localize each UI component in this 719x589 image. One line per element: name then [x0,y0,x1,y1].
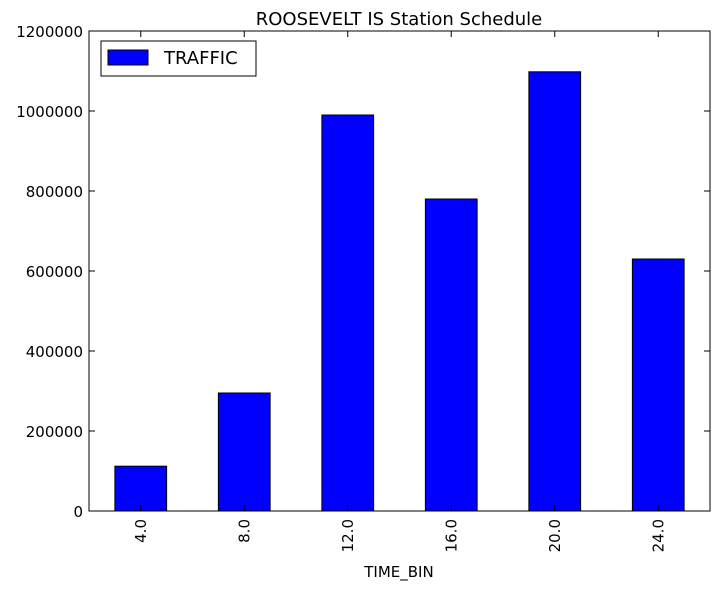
legend-label: TRAFFIC [163,48,238,69]
y-tick-label: 800000 [26,183,83,201]
bar-8.0 [217,392,271,512]
legend-swatch [107,49,149,66]
x-tick-label: 12.0 [339,519,357,552]
x-tick-label: 4.0 [132,519,150,543]
x-axis-label: TIME_BIN [363,563,433,582]
x-axis: 4.0 8.0 12.0 16.0 20.0 24.0 [132,31,667,552]
plot-frame [88,30,711,512]
bar-24.0 [631,258,685,512]
y-tick-label: 600000 [26,263,83,281]
legend: TRAFFIC [100,40,257,77]
x-tick-label: 24.0 [649,519,667,552]
chart-title: ROOSEVELT IS Station Schedule [256,9,542,30]
bars-group [114,71,685,512]
bar-16.0 [424,198,478,512]
y-tick-label: 1200000 [16,23,83,41]
bar-12.0 [321,114,375,512]
bar-20.0 [528,71,582,512]
y-axis: 0 200000 400000 600000 800000 1000000 1200000 [16,23,710,521]
x-tick-label: 20.0 [546,519,564,552]
y-tick-label: 200000 [26,423,83,441]
y-tick-label: 400000 [26,343,83,361]
y-tick-label: 1000000 [16,103,83,121]
x-tick-label: 8.0 [235,519,253,543]
y-tick-label: 0 [73,503,83,521]
bar-4.0 [114,465,168,512]
x-tick-label: 16.0 [442,519,460,552]
